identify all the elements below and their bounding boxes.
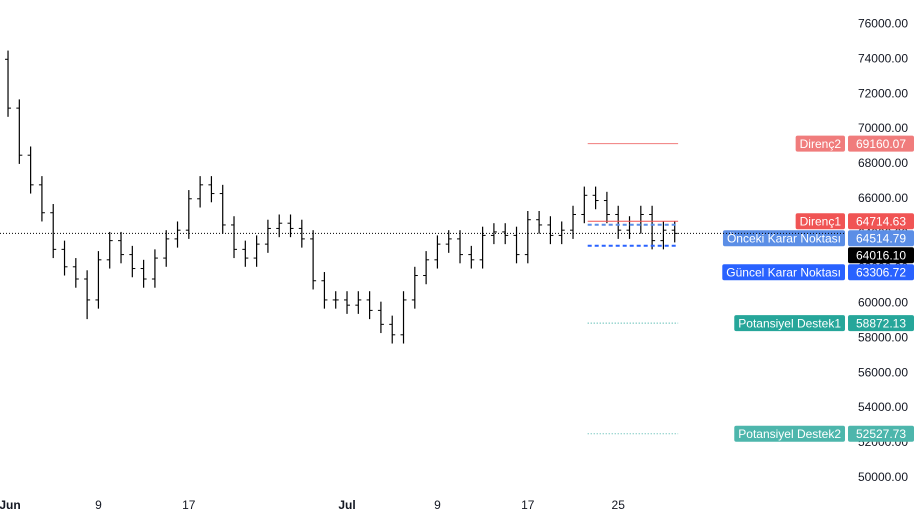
y-tick-label: 72000.00 xyxy=(858,86,908,100)
y-tick-label: 74000.00 xyxy=(858,51,908,65)
price-label: 58872.13 xyxy=(856,316,906,330)
x-tick-label: 9 xyxy=(95,498,102,512)
x-tick-label: Jul xyxy=(338,498,355,512)
x-tick-label: Jun xyxy=(0,498,21,512)
y-tick-label: 66000.00 xyxy=(858,191,908,205)
level-name-box xyxy=(734,315,845,332)
y-tick-label: 68000.00 xyxy=(858,156,908,170)
level-name-box xyxy=(795,135,845,152)
level-name: Direnç1 xyxy=(800,214,842,228)
price-label-box xyxy=(848,247,914,264)
price-label: 69160.07 xyxy=(856,137,906,151)
price-label-box xyxy=(848,264,914,281)
y-tick-label: 60000.00 xyxy=(858,296,908,310)
level-name: Önceki Karar Noktası xyxy=(727,231,841,245)
y-tick-label: 56000.00 xyxy=(858,365,908,379)
price-label-box xyxy=(848,135,914,152)
price-label-box xyxy=(848,425,914,442)
level-name-box xyxy=(722,264,845,281)
y-tick-label: 58000.00 xyxy=(858,330,908,344)
level-name: Potansiyel Destek1 xyxy=(738,316,841,330)
x-tick-label: 17 xyxy=(182,498,196,512)
price-label: 64016.10 xyxy=(856,248,906,262)
y-tick-label: 50000.00 xyxy=(858,470,908,484)
level-name-box xyxy=(795,213,845,230)
level-name-box xyxy=(722,230,845,247)
x-tick-label: 25 xyxy=(612,498,626,512)
level-name: Güncel Karar Noktası xyxy=(726,265,841,279)
price-label: 63306.72 xyxy=(856,265,906,279)
level-name: Potansiyel Destek2 xyxy=(738,427,841,441)
x-tick-label: 9 xyxy=(434,498,441,512)
price-label-box xyxy=(848,315,914,332)
level-name: Direnç2 xyxy=(800,137,842,151)
price-label-box xyxy=(848,230,914,247)
y-tick-label: 54000.00 xyxy=(858,400,908,414)
y-tick-label: 76000.00 xyxy=(858,17,908,31)
y-tick-label: 70000.00 xyxy=(858,121,908,135)
price-label: 64714.63 xyxy=(856,214,906,228)
price-label: 52527.73 xyxy=(856,427,906,441)
x-tick-label: 17 xyxy=(521,498,535,512)
price-label-box xyxy=(848,213,914,230)
price-label: 64514.79 xyxy=(856,231,906,245)
level-name-box xyxy=(734,425,845,442)
